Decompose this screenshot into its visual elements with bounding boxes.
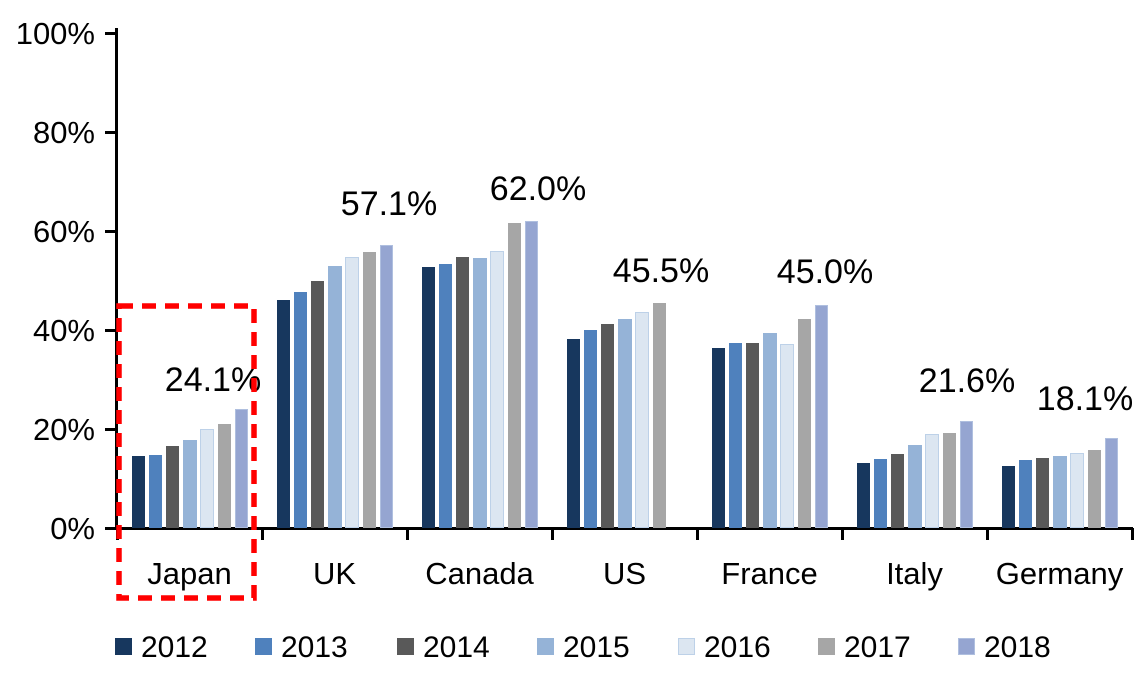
bar-uk-2018 [379, 245, 393, 528]
bar-canada-2012 [422, 267, 436, 528]
y-axis-tick [105, 31, 116, 35]
bar-canada-2018 [524, 221, 538, 528]
x-axis-tick [1130, 528, 1134, 540]
data-label-uk: 57.1% [340, 185, 438, 224]
data-label-canada: 62.0% [489, 170, 587, 209]
legend-swatch-2013 [255, 638, 272, 655]
data-label-france: 45.0% [776, 253, 874, 292]
bar-canada-2016 [490, 250, 504, 528]
category-label-us: US [602, 556, 647, 591]
legend-label-2017: 2017 [844, 631, 911, 664]
bar-italy-2016 [925, 434, 939, 528]
data-label-us: 45.5% [612, 251, 710, 290]
bar-germany-2012 [1002, 466, 1016, 528]
x-axis-tick [695, 528, 699, 540]
bar-germany-2018 [1104, 438, 1118, 528]
x-axis-tick [840, 528, 844, 540]
y-axis-tick-label: 0% [50, 510, 95, 546]
bar-uk-2015 [328, 265, 342, 528]
bar-us-2014 [601, 324, 615, 528]
y-axis-line [115, 28, 118, 530]
bar-germany-2014 [1036, 457, 1050, 528]
category-label-germany: Germany [995, 556, 1124, 591]
bar-canada-2014 [456, 256, 470, 528]
y-axis-tick [105, 328, 116, 332]
bar-us-2017 [652, 302, 666, 528]
y-axis-tick-label: 40% [32, 312, 95, 348]
bar-uk-2013 [294, 292, 308, 528]
y-axis-tick-label: 100% [15, 15, 95, 51]
y-axis-tick [105, 526, 116, 530]
data-label-italy: 21.6% [918, 362, 1016, 401]
y-axis-tick [105, 130, 116, 134]
legend-label-2012: 2012 [141, 631, 208, 664]
bar-germany-2017 [1087, 450, 1101, 528]
bar-us-2012 [567, 338, 581, 528]
y-axis-tick-label: 80% [32, 114, 95, 150]
category-label-france: France [721, 556, 818, 591]
legend-swatch-2017 [818, 638, 835, 655]
bar-italy-2014 [891, 453, 905, 528]
legend-label-2018: 2018 [984, 631, 1051, 664]
data-label-germany: 18.1% [1036, 380, 1134, 419]
bar-uk-2017 [362, 251, 376, 528]
legend-label-2013: 2013 [281, 631, 348, 664]
bar-france-2016 [780, 343, 794, 528]
bar-us-2015 [618, 319, 632, 528]
bar-italy-2012 [857, 462, 871, 528]
bar-canada-2015 [473, 257, 487, 528]
bar-italy-2018 [959, 421, 973, 528]
category-label-italy: Italy [886, 556, 943, 591]
y-axis-tick-label: 60% [32, 213, 95, 249]
x-axis-tick [550, 528, 554, 540]
bar-france-2015 [763, 332, 777, 528]
bar-canada-2017 [507, 223, 521, 528]
bar-france-2017 [797, 318, 811, 528]
legend-swatch-2012 [115, 638, 132, 655]
bar-germany-2015 [1053, 456, 1067, 528]
legend-label-2016: 2016 [704, 631, 771, 664]
y-axis-tick-label: 20% [32, 411, 95, 447]
bar-uk-2016 [345, 257, 359, 528]
x-axis-tick [985, 528, 989, 540]
bar-italy-2017 [942, 433, 956, 528]
bar-uk-2014 [311, 281, 325, 528]
bar-italy-2015 [908, 445, 922, 528]
legend-swatch-2016 [678, 638, 695, 655]
y-axis-tick [105, 229, 116, 233]
category-label-canada: Canada [425, 556, 534, 591]
bar-uk-2012 [277, 299, 291, 528]
x-axis-tick [260, 528, 264, 540]
bar-germany-2013 [1019, 459, 1033, 528]
x-axis-line [115, 527, 1133, 530]
legend-swatch-2015 [537, 638, 554, 655]
bar-france-2013 [729, 342, 743, 528]
bar-france-2012 [712, 347, 726, 528]
bar-us-2016 [635, 312, 649, 528]
bar-france-2014 [746, 342, 760, 528]
legend-label-2014: 2014 [423, 631, 490, 664]
bar-germany-2016 [1070, 453, 1084, 528]
bar-france-2018 [814, 305, 828, 528]
bar-us-2013 [584, 330, 598, 528]
bar-canada-2013 [439, 264, 453, 528]
legend-swatch-2018 [958, 638, 975, 655]
bar-italy-2013 [874, 458, 888, 528]
category-label-uk: UK [312, 556, 357, 591]
legend-swatch-2014 [397, 638, 414, 655]
y-axis-tick [105, 427, 116, 431]
x-axis-tick [405, 528, 409, 540]
legend-label-2015: 2015 [563, 631, 630, 664]
